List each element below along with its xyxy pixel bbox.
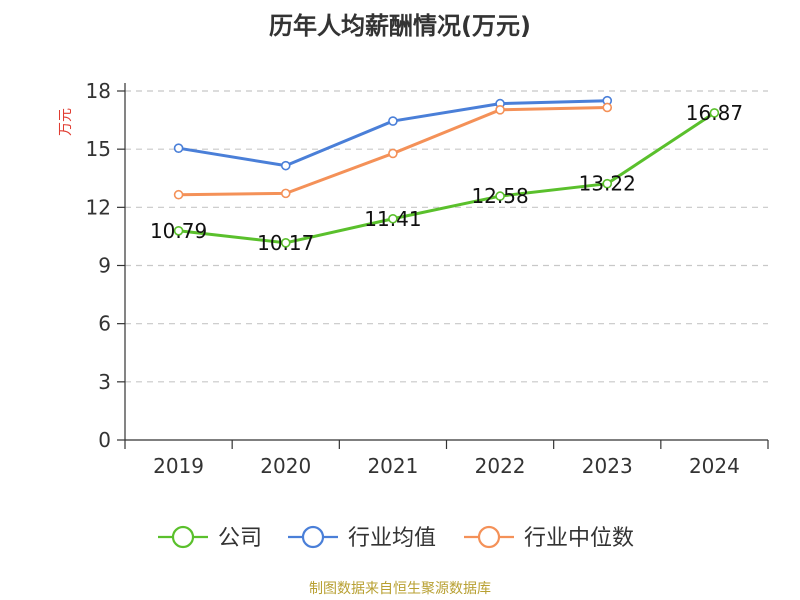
x-tick-label: 2019	[153, 454, 204, 478]
legend-label-3: 行业中位数	[524, 526, 634, 551]
legend-marker-3	[477, 525, 501, 549]
data-point	[602, 102, 613, 113]
y-tick-label: 18	[86, 79, 111, 103]
data-source-note: 制图数据来自恒生聚源数据库	[309, 581, 491, 597]
y-tick-labels: 0 3 6 9 12 15 18	[86, 79, 111, 452]
y-tick-label: 6	[98, 312, 111, 336]
data-point	[602, 178, 613, 189]
data-label: 12.58	[471, 184, 528, 208]
data-point	[388, 148, 398, 159]
data-point	[173, 225, 184, 236]
data-point	[495, 191, 505, 201]
data-point	[709, 108, 720, 118]
data-point	[388, 116, 398, 126]
chart-title: 历年人均薪酬情况(万元)	[269, 12, 531, 40]
x-tick-label: 2021	[367, 454, 418, 478]
x-tick-label: 2023	[582, 454, 633, 478]
data-label: 13.22	[579, 172, 636, 196]
data-point	[173, 143, 184, 153]
data-label: 10.17	[257, 231, 314, 255]
legend: 公司 行业均值 行业中位数	[158, 525, 634, 551]
x-tick-labels: 2019 2020 2021 2022 2023 2024	[153, 454, 740, 478]
data-label: 11.41	[364, 207, 421, 231]
data-point	[280, 188, 291, 199]
data-point	[388, 213, 398, 224]
legend-marker-2	[301, 525, 325, 549]
data-label: 16.87	[686, 101, 743, 125]
y-tick-label: 12	[86, 195, 111, 219]
x-tick-label: 2022	[475, 454, 526, 478]
data-label: 10.79	[150, 219, 207, 243]
data-point	[280, 238, 291, 248]
legend-marker-1	[171, 525, 195, 549]
data-labels: 10.79 10.17 11.41 12.58 13.22 16.87	[150, 101, 743, 255]
axes	[117, 83, 769, 449]
legend-label-1: 公司	[218, 526, 262, 551]
y-tick-label: 9	[98, 254, 111, 278]
y-tick-label: 15	[86, 137, 111, 161]
data-point	[173, 189, 184, 200]
legend-label-2: 行业均值	[348, 526, 436, 551]
series-line-1	[178, 111, 716, 245]
y-tick-label: 3	[98, 370, 111, 394]
data-point	[495, 105, 505, 115]
x-tick-label: 2024	[689, 454, 740, 478]
series-lines	[173, 95, 720, 248]
y-axis-label: 万元	[58, 108, 74, 136]
y-tick-label: 0	[98, 428, 111, 452]
x-tick-label: 2020	[260, 454, 311, 478]
data-point	[280, 160, 291, 171]
